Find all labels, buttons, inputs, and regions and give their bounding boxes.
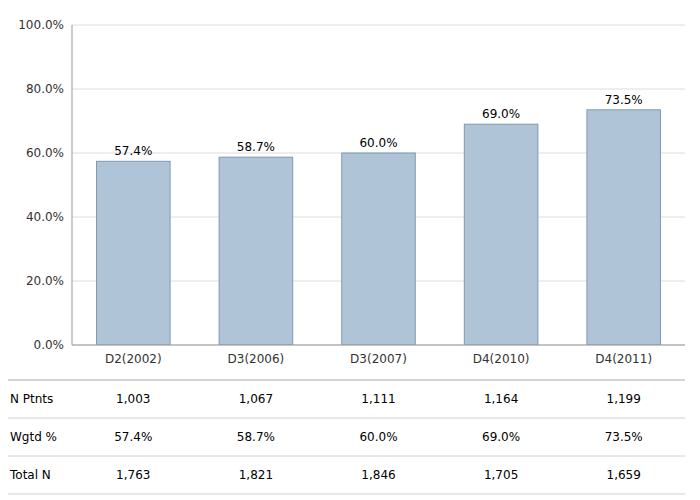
table-cell: 69.0% [482, 430, 520, 444]
data-labels: 57.4% 58.7% 60.0% 69.0% 73.5% [114, 93, 643, 159]
data-label: 57.4% [114, 144, 152, 158]
y-tick-label: 100.0% [18, 18, 64, 32]
x-axis-line [72, 345, 685, 346]
x-tick-label: D2(2002) [105, 352, 162, 366]
bar [464, 124, 538, 345]
bar [97, 161, 171, 345]
table-cell: 57.4% [114, 430, 152, 444]
table-separator [8, 494, 685, 495]
table-cell: 1,003 [116, 392, 150, 406]
grid-line [72, 25, 685, 26]
table-cell: 1,763 [116, 468, 150, 482]
grid-line [72, 89, 685, 90]
bar [219, 157, 293, 345]
chart: 0.0% 20.0% 40.0% 60.0% 80.0% 100.0% 57.4% 58.7%… [0, 0, 700, 500]
x-axis: D2(2002) D3(2006) D3(2007) D4(2010) D4(2011) [105, 352, 652, 366]
table-row-label: Total N [9, 468, 51, 482]
table-cell: 1,164 [484, 392, 518, 406]
table-cell: 58.7% [237, 430, 275, 444]
table-cell: 1,199 [607, 392, 641, 406]
table-cell: 73.5% [605, 430, 643, 444]
data-label: 69.0% [482, 107, 520, 121]
bars [97, 110, 661, 345]
table-cell: 1,067 [239, 392, 273, 406]
data-label: 60.0% [359, 136, 397, 150]
y-tick-label: 20.0% [26, 274, 64, 288]
bar [342, 153, 416, 345]
table-row-label: N Ptnts [10, 392, 53, 406]
y-axis: 0.0% 20.0% 40.0% 60.0% 80.0% 100.0% [18, 18, 685, 352]
table-cell: 1,705 [484, 468, 518, 482]
y-tick-label: 80.0% [26, 82, 64, 96]
table-row-label: Wgtd % [10, 430, 57, 444]
table-cell: 1,659 [607, 468, 641, 482]
data-label: 58.7% [237, 140, 275, 154]
table-separator [8, 418, 685, 419]
x-tick-label: D4(2011) [595, 352, 652, 366]
table-separator [8, 456, 685, 457]
y-tick-label: 0.0% [34, 338, 65, 352]
table: N Ptnts 1,003 1,067 1,111 1,164 1,199 Wgtd % 57… [8, 380, 685, 494]
table-border [8, 380, 685, 381]
table-cell: 1,846 [361, 468, 395, 482]
table-cell: 1,111 [361, 392, 395, 406]
y-tick-label: 40.0% [26, 210, 64, 224]
y-axis-line [72, 25, 73, 345]
x-tick-label: D3(2007) [350, 352, 407, 366]
table-cell: 1,821 [239, 468, 273, 482]
table-cell: 60.0% [359, 430, 397, 444]
bar [587, 110, 661, 345]
data-label: 73.5% [605, 93, 643, 107]
x-tick-label: D3(2006) [228, 352, 285, 366]
y-tick-label: 60.0% [26, 146, 64, 160]
x-tick-label: D4(2010) [473, 352, 530, 366]
grid-line [72, 345, 685, 346]
